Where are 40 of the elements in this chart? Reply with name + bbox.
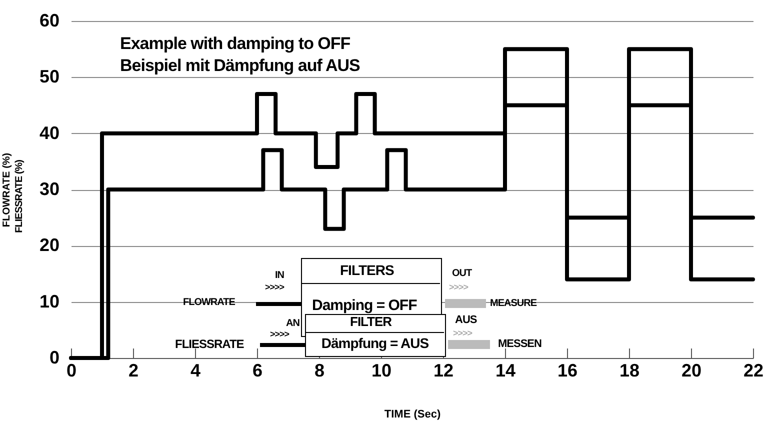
x-axis-title: TIME (Sec) — [384, 408, 441, 420]
x-tick-label: 20 — [681, 360, 702, 380]
y-tick-label: 0 — [49, 348, 60, 368]
x-tick-label: 10 — [371, 360, 392, 380]
annotation: AUS — [455, 314, 477, 326]
text: FLIESSRATE (%) — [14, 160, 25, 233]
annotation: Dämpfung = AUS — [320, 335, 430, 351]
x-tick-label: 8 — [314, 360, 325, 380]
annotation: MEASURE — [490, 298, 537, 309]
annotation: MESSEN — [498, 338, 542, 350]
x-tick-label: 2 — [128, 360, 139, 380]
x-tick-label: 14 — [495, 360, 516, 380]
y-tick-label: 30 — [39, 179, 60, 199]
annotation: Damping = OFF — [312, 297, 417, 314]
annotation: FILTERS — [340, 262, 394, 278]
text: >>>> — [270, 329, 290, 339]
x-tick-label: 22 — [743, 360, 764, 380]
annotation: FLOWRATE — [183, 297, 235, 308]
annotation: IN — [275, 270, 284, 281]
annotation: AN — [286, 318, 300, 329]
x-tick-label: 6 — [252, 360, 263, 380]
annotation: FLIESSRATE — [175, 337, 244, 351]
text: >>>> — [449, 282, 468, 292]
y-axis-title: FLOWRATE (%) — [2, 152, 12, 228]
y-tick-label: 40 — [39, 122, 60, 143]
text: >>>> — [453, 328, 472, 338]
text: Example with damping to OFF — [120, 34, 350, 54]
x-tick-label: 4 — [190, 360, 201, 380]
annotation: >>>> — [265, 282, 284, 292]
annotation: FILTER — [350, 314, 392, 329]
x-tick-label: 18 — [619, 360, 640, 380]
y-tick-label: 20 — [39, 235, 60, 256]
x-tick-label: 0 — [66, 360, 77, 380]
text: Beispiel mit Dämpfung auf AUS — [120, 56, 360, 76]
y-tick-label: 10 — [39, 291, 60, 312]
y-tick-label: 60 — [39, 10, 60, 30]
x-tick-label: 12 — [433, 360, 454, 380]
y-tick-label: 50 — [39, 66, 60, 87]
x-tick-label: 16 — [557, 360, 578, 380]
annotation: OUT — [452, 268, 472, 279]
